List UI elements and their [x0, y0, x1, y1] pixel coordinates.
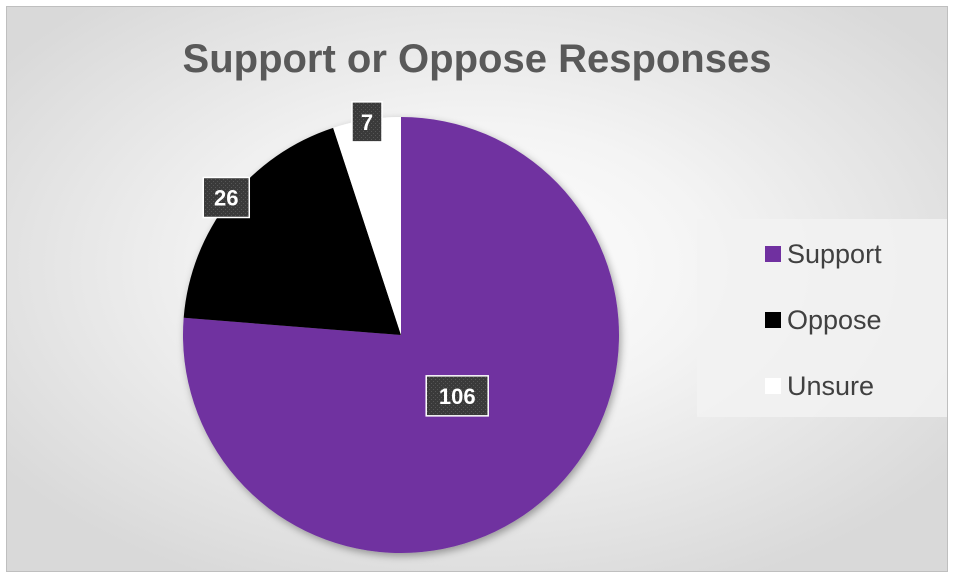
legend-label-support: Support — [787, 238, 882, 269]
pie-chart: 106 26 7 — [183, 101, 619, 553]
chart-title: Support or Oppose Responses — [182, 37, 772, 81]
legend-swatch-unsure — [765, 378, 781, 394]
data-label-text: 7 — [361, 110, 373, 135]
legend-swatch-support — [765, 246, 781, 262]
data-label-oppose: 26 — [202, 176, 251, 219]
legend-label-unsure: Unsure — [787, 370, 875, 401]
legend-label-oppose: Oppose — [787, 304, 882, 335]
chart-frame: Support or Oppose Responses 106 26 7 Suppo… — [6, 6, 948, 572]
legend-item-unsure: Unsure — [765, 371, 874, 401]
data-label-box — [425, 375, 489, 417]
data-label-text: 26 — [214, 185, 238, 210]
data-label-text: 106 — [439, 384, 476, 409]
data-label-box — [351, 101, 383, 143]
legend-swatch-oppose — [765, 312, 781, 328]
pie-slice-unsure — [333, 117, 401, 335]
data-label-support: 106 — [425, 375, 489, 417]
data-label-unsure: 7 — [351, 101, 383, 143]
legend-item-oppose: Oppose — [765, 305, 882, 335]
data-label-box — [202, 176, 251, 219]
legend-item-support: Support — [765, 239, 882, 269]
pie-slice-oppose — [183, 127, 401, 335]
legend: Support Oppose Unsure — [697, 219, 947, 417]
